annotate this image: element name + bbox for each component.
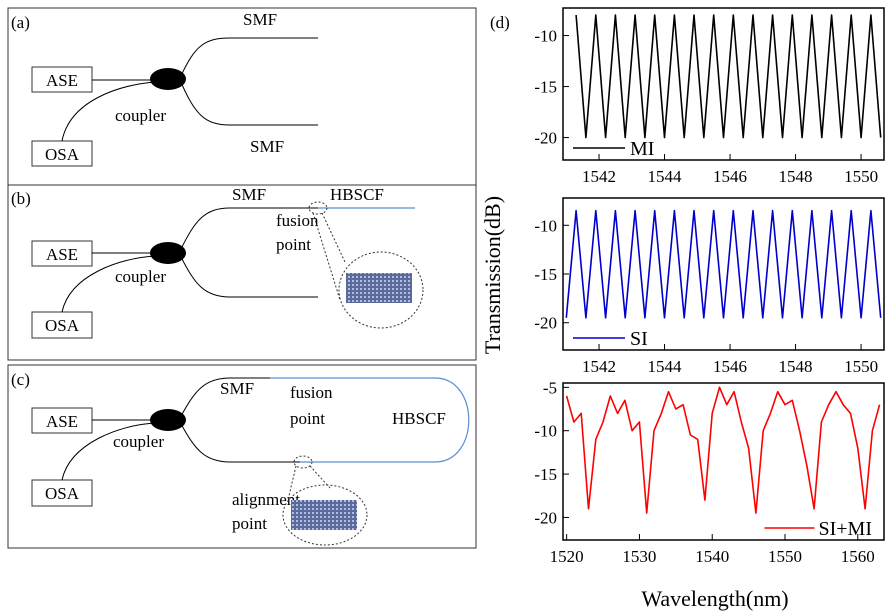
alignment-point-label: alignment [232, 490, 300, 509]
alignment-point-label: point [232, 514, 267, 533]
x-axis-label: Wavelength(nm) [641, 586, 788, 611]
x-tick-label: 1548 [779, 167, 813, 186]
fusion-point-label: point [290, 409, 325, 428]
inset-photo [346, 273, 412, 303]
coupler [150, 68, 186, 90]
panel-frame [7, 184, 477, 361]
x-tick-label: 1560 [841, 547, 875, 566]
coupler-label: coupler [113, 432, 164, 451]
zoom-circle [308, 201, 328, 215]
x-tick-label: 1550 [768, 547, 802, 566]
y-tick-label: -20 [534, 314, 557, 333]
hbscf-label: HBSCF [330, 185, 384, 204]
coupler-label: coupler [115, 106, 166, 125]
panel-label: (a) [11, 13, 30, 32]
panel-label: (b) [11, 189, 31, 208]
zoom-circle [293, 455, 313, 469]
x-tick-label: 1546 [713, 357, 747, 376]
x-tick-label: 1542 [582, 167, 616, 186]
coupler [150, 242, 186, 264]
y-tick-label: -20 [534, 508, 557, 527]
zoom-line [287, 465, 331, 501]
x-tick-label: 1520 [550, 547, 584, 566]
smf-label: SMF [243, 10, 277, 29]
y-tick-label: -15 [534, 78, 557, 97]
x-tick-label: 1546 [713, 167, 747, 186]
y-axis-label: Transmission(dB) [480, 196, 505, 354]
panel-b: (b) ASE OSA coupler SMF HBSCF fusion poi… [7, 184, 477, 361]
ase-label: ASE [46, 71, 78, 90]
x-tick-label: 1544 [648, 357, 683, 376]
line [575, 14, 882, 139]
ase-label: ASE [46, 412, 78, 431]
osa-label: OSA [45, 145, 80, 164]
panel-c: (c) ASE OSA coupler SMF fusion point HBS… [7, 364, 477, 549]
x-tick-label: 1530 [622, 547, 656, 566]
osa-label: OSA [45, 484, 80, 503]
line [565, 386, 881, 514]
plot-frame [562, 7, 885, 161]
smf-label: SMF [220, 379, 254, 398]
ase-label: ASE [46, 245, 78, 264]
zoom-line [312, 212, 346, 301]
legend-label: SI+MI [818, 518, 872, 540]
x-tick-label: 1542 [582, 357, 616, 376]
x-tick-label: 1548 [779, 357, 813, 376]
panel-a: (a) ASE OSA coupler SMF SMF [7, 7, 477, 186]
osa-label: OSA [45, 316, 80, 335]
panel-label: (c) [11, 370, 30, 389]
plot-frame [562, 382, 885, 541]
smf-label: SMF [232, 185, 266, 204]
y-tick-label: -15 [534, 465, 557, 484]
x-tick-label: 1550 [844, 357, 878, 376]
y-tick-label: -15 [534, 265, 557, 284]
line [565, 209, 882, 319]
hbscf-fiber [270, 377, 470, 463]
fusion-point-label: fusion [276, 211, 319, 230]
x-tick-label: 1544 [648, 167, 683, 186]
y-tick-label: -20 [534, 129, 557, 148]
fusion-point-label: point [276, 235, 311, 254]
inset-photo [291, 500, 357, 530]
fiber [61, 377, 300, 481]
y-tick-label: -10 [534, 27, 557, 46]
x-tick-label: 1550 [844, 167, 878, 186]
hbscf-label: HBSCF [392, 409, 446, 428]
panel-label: (d) [490, 13, 510, 32]
y-tick-label: -10 [534, 422, 557, 441]
panel-frame [7, 364, 477, 549]
y-tick-label: -5 [543, 378, 557, 397]
smf-label: SMF [250, 137, 284, 156]
coupler [150, 409, 186, 431]
fiber [61, 37, 318, 142]
x-tick-label: 1540 [695, 547, 729, 566]
fusion-point-label: fusion [290, 383, 333, 402]
fiber [61, 207, 318, 313]
inset-circle [338, 251, 424, 329]
inset-circle [282, 484, 368, 546]
legend-label: MI [630, 138, 654, 160]
plot-frame [562, 197, 885, 351]
legend-label: SI [630, 328, 648, 350]
coupler-label: coupler [115, 267, 166, 286]
y-tick-label: -10 [534, 216, 557, 235]
